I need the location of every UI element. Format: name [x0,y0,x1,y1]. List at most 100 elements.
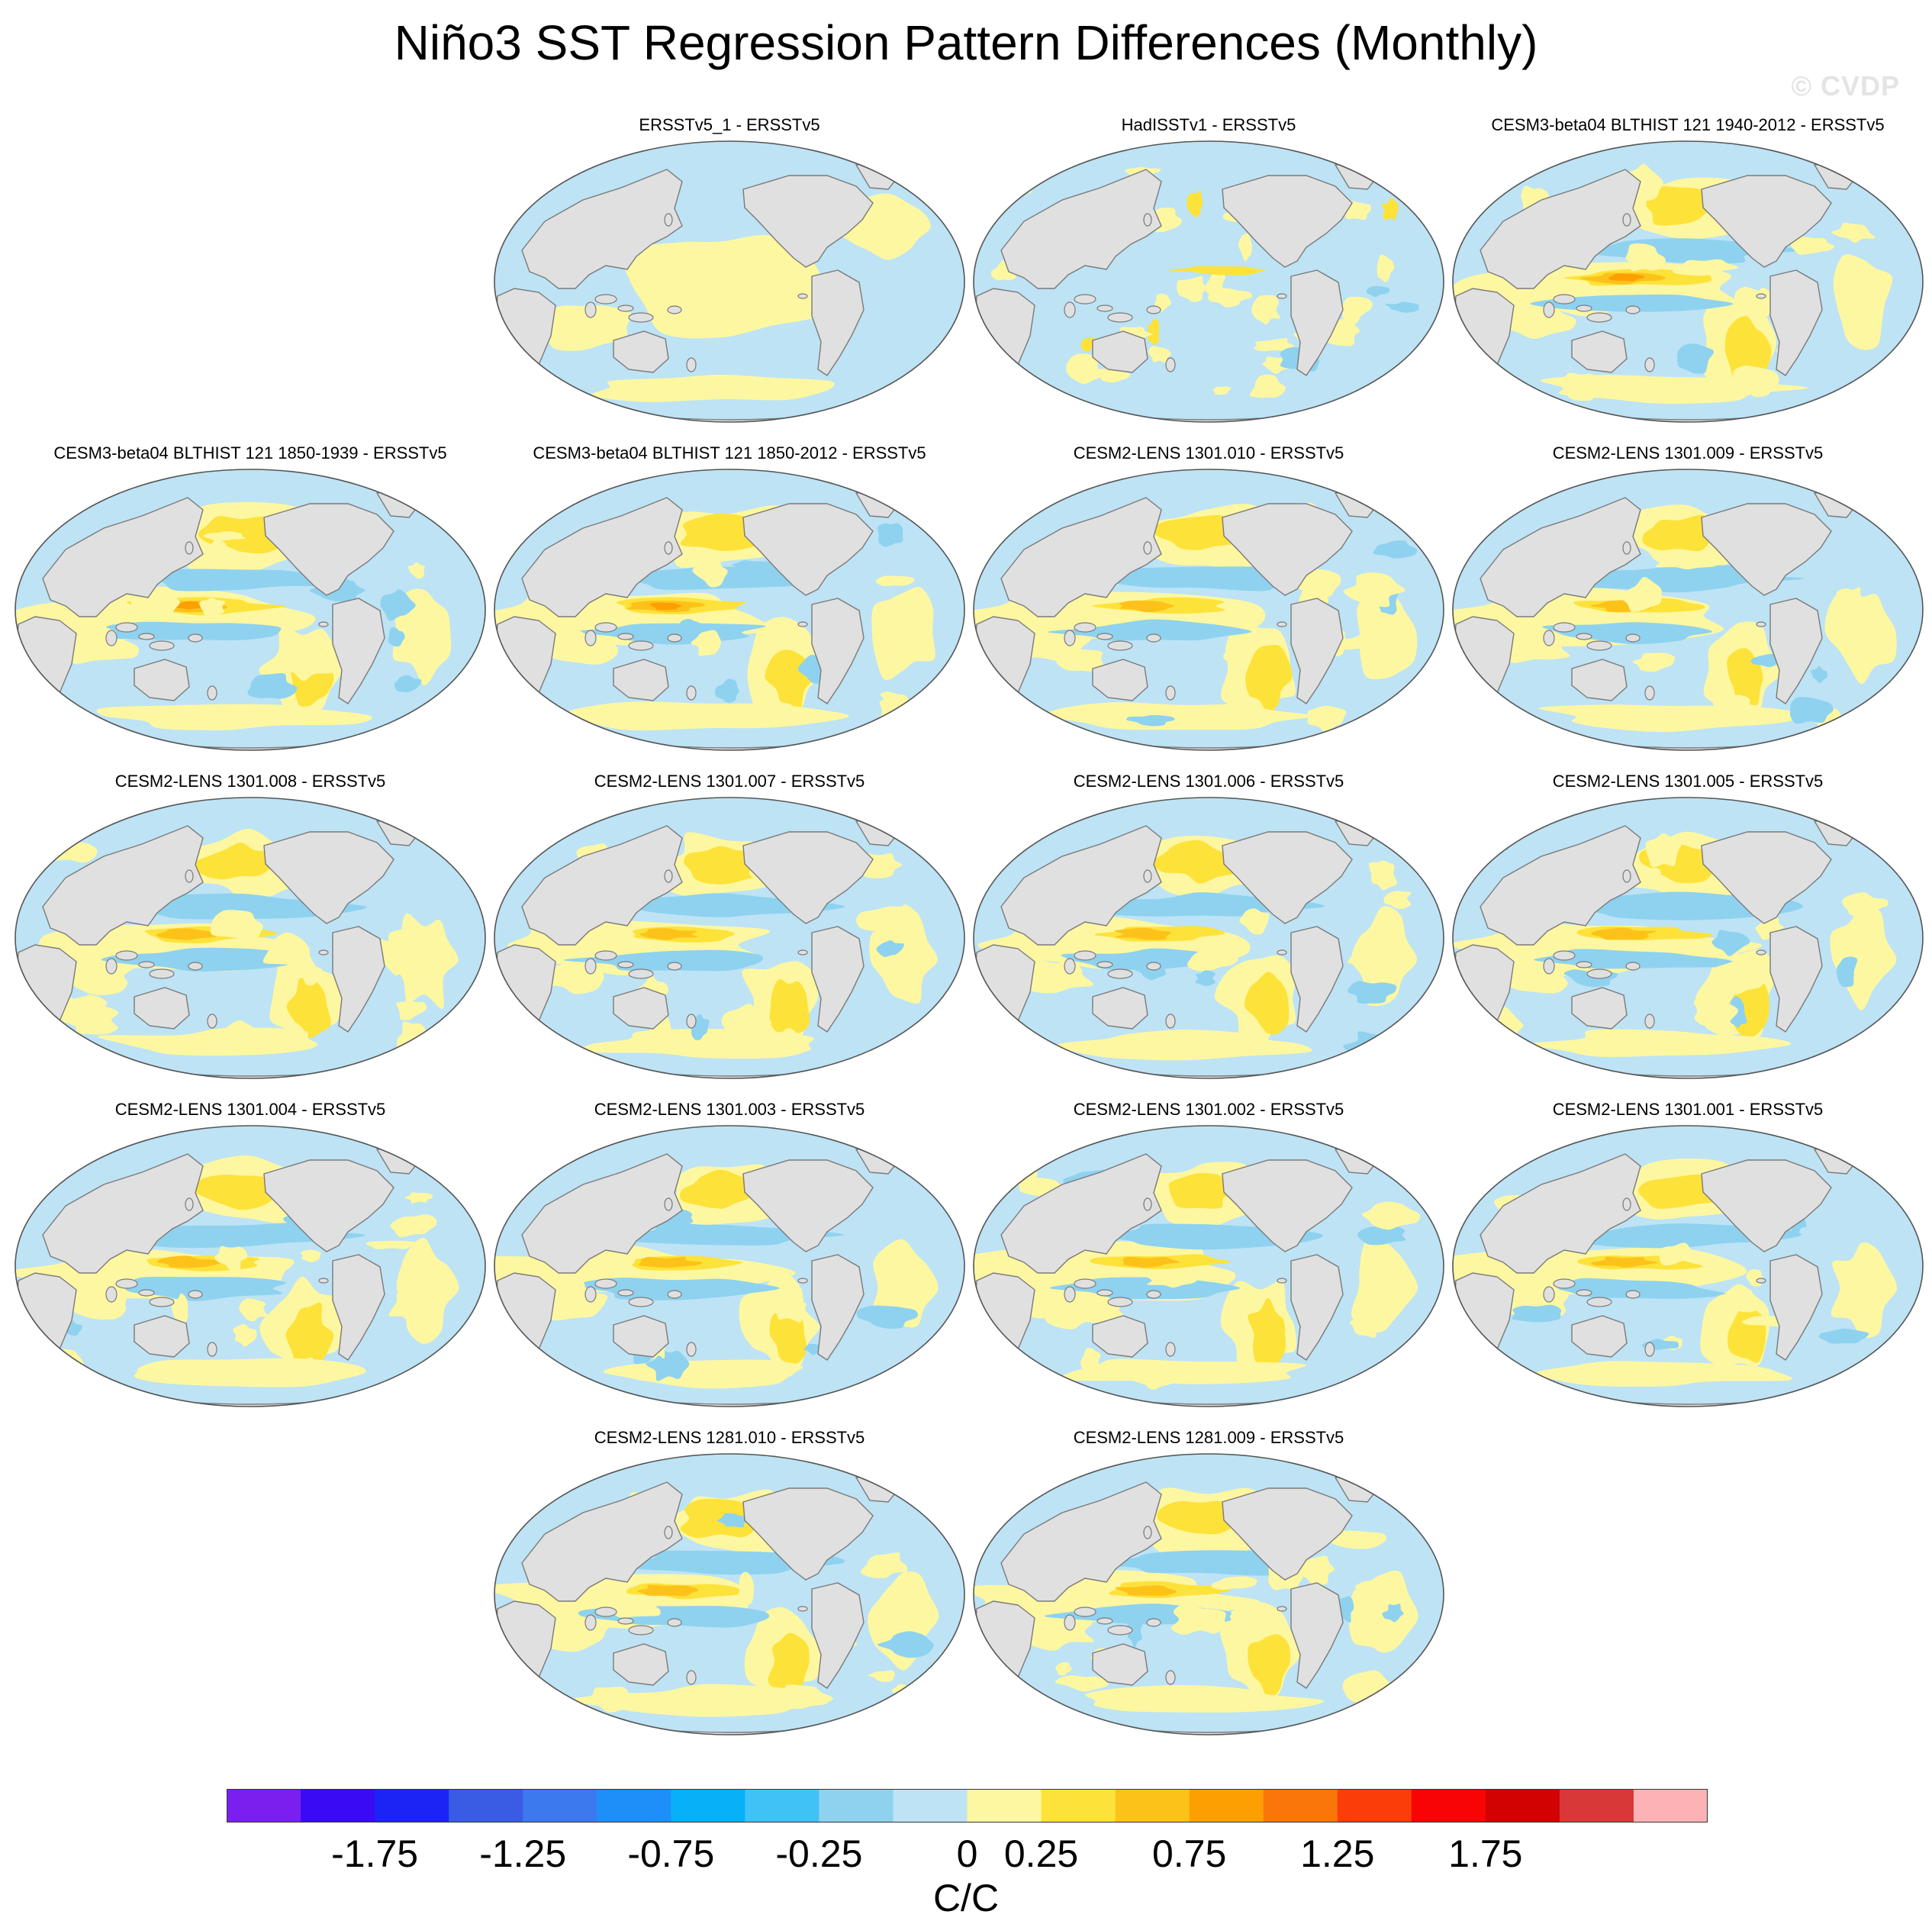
anomaly-contour [380,589,416,621]
island [584,1614,597,1631]
anomaly-contour [1824,588,1897,685]
island [1064,301,1076,318]
anomaly-contour [1055,1675,1109,1692]
island [1165,357,1176,372]
colorbar-swatch [745,1789,819,1822]
land-mass [1222,831,1353,924]
anomaly-contour [1212,386,1232,395]
anomaly-contour [833,193,931,260]
land-mass [742,503,874,596]
land-mass [42,825,204,946]
anomaly-contour [1373,540,1418,559]
anomaly-contour [769,979,810,1033]
island [1277,949,1287,956]
sst-regression-map [973,140,1444,423]
island [1107,968,1133,979]
panel-title: CESM2-LENS 1281.009 - ERSSTv5 [1073,1428,1344,1447]
panel-title: CESM2-LENS 1301.002 - ERSSTv5 [1073,1100,1344,1119]
anomaly-contour [1368,860,1397,891]
panel-title: CESM2-LENS 1301.010 - ERSSTv5 [1073,443,1344,462]
anomaly-contour [272,646,333,682]
land-mass [1000,1481,1162,1602]
land-mass [1571,1315,1628,1358]
land-mass [521,497,683,617]
anomaly-contour [1724,316,1772,382]
island [1074,294,1096,305]
island [1622,869,1631,883]
island [628,640,654,651]
island [188,962,203,971]
anomaly-contour [637,1584,698,1597]
colorbar-outline [227,1789,1708,1822]
island [105,1286,118,1303]
island [686,357,697,372]
island [686,1014,697,1029]
anomaly-contour [1655,553,1721,569]
land-mass [613,987,669,1030]
land-mass [134,659,190,701]
map-border [1452,469,1924,751]
island [1143,1526,1152,1539]
anomaly-contour [211,539,229,565]
island [1146,962,1161,971]
anomaly-contour [646,1347,690,1381]
anomaly-contour [1170,1604,1226,1635]
anomaly-contour [1642,514,1720,552]
sst-regression-map [973,1453,1444,1735]
anomaly-contour [199,598,226,617]
land-mass [1222,1487,1353,1581]
island [1064,958,1076,975]
land-mass [1092,1643,1148,1686]
land-mass [742,1487,874,1581]
anomaly-contour [1557,1278,1728,1299]
colorbar-tick-label: -0.75 [627,1832,715,1875]
land-mass [742,1159,874,1252]
anomaly-contour [1641,868,1661,878]
island [1586,968,1612,979]
island [1576,305,1592,312]
island [149,1297,175,1307]
panel-title: HadISSTv1 - ERSSTv5 [1121,115,1296,134]
anomaly-contour [1254,337,1294,352]
anomaly-contour [1565,565,1805,593]
island [1553,1278,1576,1289]
anomaly-contour [395,1000,427,1020]
anomaly-contour [869,904,938,1004]
anomaly-contour [1856,1032,1896,1055]
land-mass [1000,1153,1162,1274]
island [1146,1618,1161,1627]
land-mass [42,497,204,617]
colorbar-swatch [1041,1789,1116,1822]
island [1096,305,1113,312]
anomaly-contour [1377,254,1395,282]
anomaly-contour [195,843,282,880]
island [797,293,808,299]
anomaly-contour [1167,266,1266,276]
anomaly-contour [134,1358,366,1387]
island [1165,685,1176,701]
anomaly-contour [1360,612,1400,625]
map-border [973,1125,1444,1407]
island [1553,294,1576,305]
island [1625,633,1641,643]
anomaly-contour [285,1302,334,1366]
colorbar-swatch [967,1789,1042,1822]
anomaly-contour [1836,956,1858,988]
colorbar-tick-label: -1.75 [331,1832,419,1875]
island [667,305,682,314]
anomaly-contour [1147,1272,1199,1288]
colorbar-swatch [301,1789,375,1822]
sst-regression-map [973,469,1444,751]
anomaly-contour [1154,514,1245,550]
land-mass [1222,175,1353,268]
colorbar-swatch [1633,1789,1708,1822]
island [138,633,155,640]
island [594,622,617,633]
land-mass [613,659,669,701]
sst-regression-map [494,1453,965,1735]
map-border [973,797,1444,1079]
anomaly-contour [1339,634,1389,650]
map-panel: CESM2-LENS 1281.009 - ERSSTv5 [971,1427,1447,1740]
island [797,621,808,627]
island [584,1286,597,1303]
